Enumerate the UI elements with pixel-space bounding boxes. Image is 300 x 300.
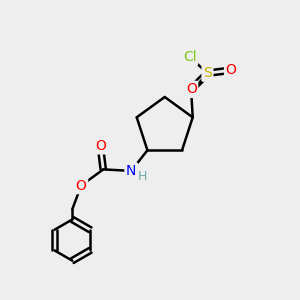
Text: O: O — [95, 139, 106, 153]
Text: O: O — [76, 178, 87, 193]
Text: N: N — [126, 164, 136, 178]
Text: Cl: Cl — [183, 50, 196, 64]
Text: O: O — [226, 63, 236, 77]
Text: S: S — [203, 66, 212, 80]
Text: O: O — [186, 82, 197, 96]
Text: H: H — [138, 170, 147, 183]
